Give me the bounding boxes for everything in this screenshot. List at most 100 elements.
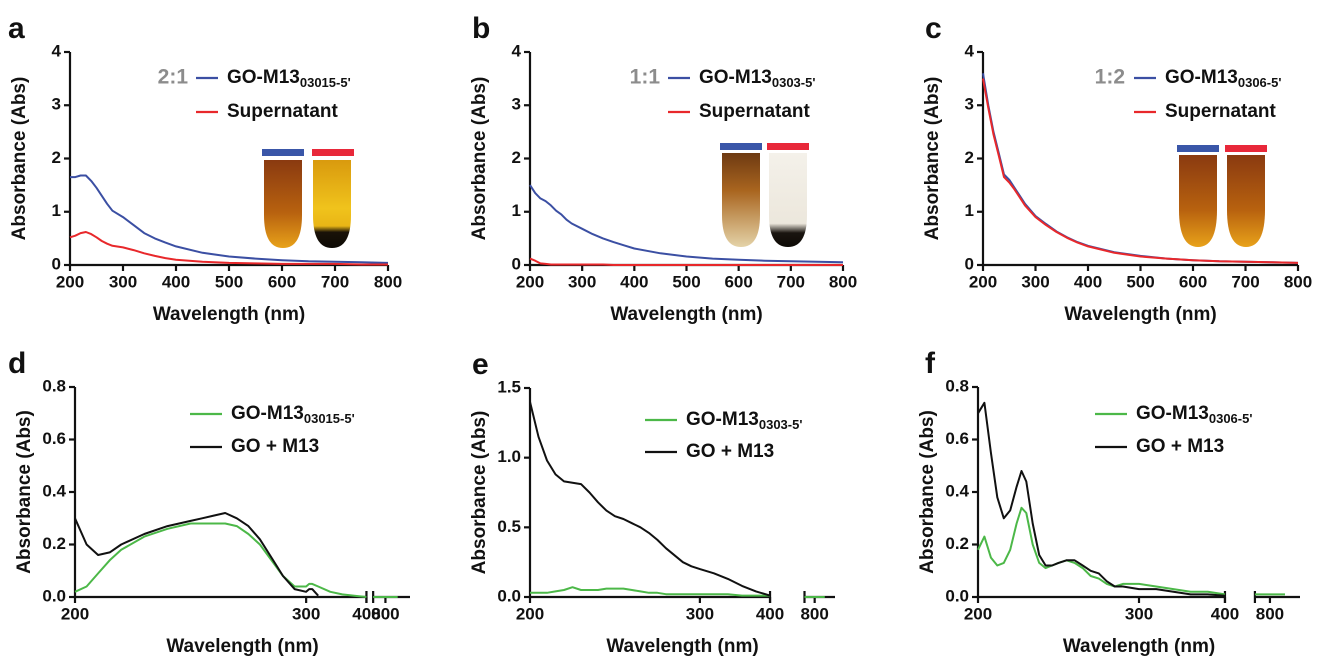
x-axis-title: Wavelength (nm) xyxy=(166,636,318,657)
y-tick-label: 1.5 xyxy=(497,377,521,396)
panel-label: d xyxy=(8,347,26,380)
y-axis-title: Absorbance (Abs) xyxy=(917,410,938,574)
inset-b xyxy=(720,143,809,247)
y-tick-label: 3 xyxy=(965,95,974,114)
x-tick-label: 400 xyxy=(162,272,190,291)
inset-a xyxy=(262,149,354,248)
legend-name: GO + M13 xyxy=(1136,436,1224,457)
x-tick-label: 300 xyxy=(568,272,596,291)
legend-label: GO-M130303-5' xyxy=(686,409,802,432)
y-tick-label: 4 xyxy=(512,41,522,60)
x-tick-label: 200 xyxy=(969,272,997,291)
y-tick-label: 0.4 xyxy=(42,481,66,500)
y-tick-label: 2 xyxy=(512,148,521,167)
x-axis-title: Wavelength (nm) xyxy=(1064,304,1216,325)
y-axis-title: Absorbance (Abs) xyxy=(14,410,35,574)
x-axis-title: Wavelength (nm) xyxy=(153,304,305,325)
legend-subscript: 0303-5' xyxy=(759,417,803,432)
x-tick-label: 200 xyxy=(516,272,544,291)
x-tick-label: 700 xyxy=(321,272,349,291)
x-tick-label: 700 xyxy=(1231,272,1259,291)
y-tick-label: 0.6 xyxy=(945,429,969,448)
y-tick-label: 0.2 xyxy=(42,534,66,553)
panel-label: f xyxy=(925,347,936,380)
panel-label: a xyxy=(8,12,25,45)
x-tick-label: 800 xyxy=(1256,604,1284,623)
data-line xyxy=(529,184,844,264)
ratio-label: 1:1 xyxy=(630,66,661,89)
legend-label: GO + M13 xyxy=(1136,436,1224,457)
x-tick-label: 300 xyxy=(1021,272,1049,291)
y-axis-title: Absorbance (Abs) xyxy=(469,77,490,241)
legend-subscript: 0306-5' xyxy=(1209,411,1253,426)
x-tick-label: 500 xyxy=(215,272,243,291)
data-line xyxy=(977,506,1285,596)
y-tick-label: 1 xyxy=(52,201,61,220)
legend-label: GO-M130306-5' xyxy=(1136,403,1252,426)
y-tick-label: 1.0 xyxy=(497,447,521,466)
legend-name: Supernatant xyxy=(699,101,811,122)
legend-subscript: 03015-5' xyxy=(304,411,355,426)
x-tick-label: 200 xyxy=(516,604,544,623)
legend-name: Supernatant xyxy=(227,101,339,122)
y-tick-label: 3 xyxy=(52,95,61,114)
data-line xyxy=(529,401,771,597)
x-axis-title: Wavelength (nm) xyxy=(610,304,762,325)
y-tick-label: 0.0 xyxy=(945,586,969,605)
legend-label: GO + M13 xyxy=(686,441,774,462)
legend-label: GO-M130306-5' xyxy=(1165,67,1281,90)
legend-name: Supernatant xyxy=(1165,101,1277,122)
ratio-label: 1:2 xyxy=(1095,66,1125,89)
x-tick-label: 600 xyxy=(268,272,296,291)
y-axis-title: Absorbance (Abs) xyxy=(469,411,490,575)
legend-name: GO-M13 xyxy=(699,67,772,88)
x-tick-label: 800 xyxy=(800,604,828,623)
data-line xyxy=(982,78,1299,264)
legend-label: Supernatant xyxy=(699,101,811,122)
legend-name: GO-M13 xyxy=(227,67,300,88)
y-axis-title: Absorbance (Abs) xyxy=(9,77,30,241)
x-tick-label: 800 xyxy=(829,272,857,291)
x-axis-title: Wavelength (nm) xyxy=(606,636,758,657)
legend-label: GO-M1303015-5' xyxy=(227,67,351,90)
x-tick-label: 300 xyxy=(292,604,320,623)
x-tick-label: 800 xyxy=(374,272,402,291)
y-tick-label: 0 xyxy=(965,254,974,273)
legend-name: GO-M13 xyxy=(231,403,304,424)
x-tick-label: 600 xyxy=(724,272,752,291)
x-tick-label: 200 xyxy=(56,272,84,291)
x-tick-label: 400 xyxy=(1211,604,1239,623)
data-line xyxy=(74,512,319,597)
y-tick-label: 4 xyxy=(52,41,62,60)
legend-name: GO-M13 xyxy=(686,409,759,430)
y-tick-label: 0.8 xyxy=(945,376,969,395)
data-line xyxy=(74,522,398,598)
panel-label: e xyxy=(472,348,489,381)
y-tick-label: 0.8 xyxy=(42,376,66,395)
legend-label: GO + M13 xyxy=(231,436,319,457)
x-tick-label: 800 xyxy=(371,604,399,623)
x-tick-label: 400 xyxy=(1074,272,1102,291)
y-tick-label: 2 xyxy=(965,148,974,167)
x-tick-label: 500 xyxy=(1126,272,1154,291)
x-tick-label: 300 xyxy=(686,604,714,623)
x-tick-label: 500 xyxy=(672,272,700,291)
panel-label: c xyxy=(925,12,942,45)
legend-label: Supernatant xyxy=(1165,101,1277,122)
legend-label: GO-M1303015-5' xyxy=(231,403,355,426)
y-tick-label: 1 xyxy=(512,201,521,220)
data-line xyxy=(529,257,843,266)
panel-label: b xyxy=(472,12,490,45)
x-tick-label: 800 xyxy=(1284,272,1312,291)
legend-name: GO + M13 xyxy=(686,441,774,462)
x-tick-label: 300 xyxy=(109,272,137,291)
y-tick-label: 4 xyxy=(965,41,975,60)
y-tick-label: 0.0 xyxy=(42,586,66,605)
legend-subscript: 0306-5' xyxy=(1238,75,1282,90)
legend-name: GO + M13 xyxy=(231,436,319,457)
x-tick-label: 400 xyxy=(352,604,380,623)
legend-subscript: 03015-5' xyxy=(300,75,351,90)
y-tick-label: 3 xyxy=(512,95,521,114)
x-tick-label: 400 xyxy=(756,604,784,623)
